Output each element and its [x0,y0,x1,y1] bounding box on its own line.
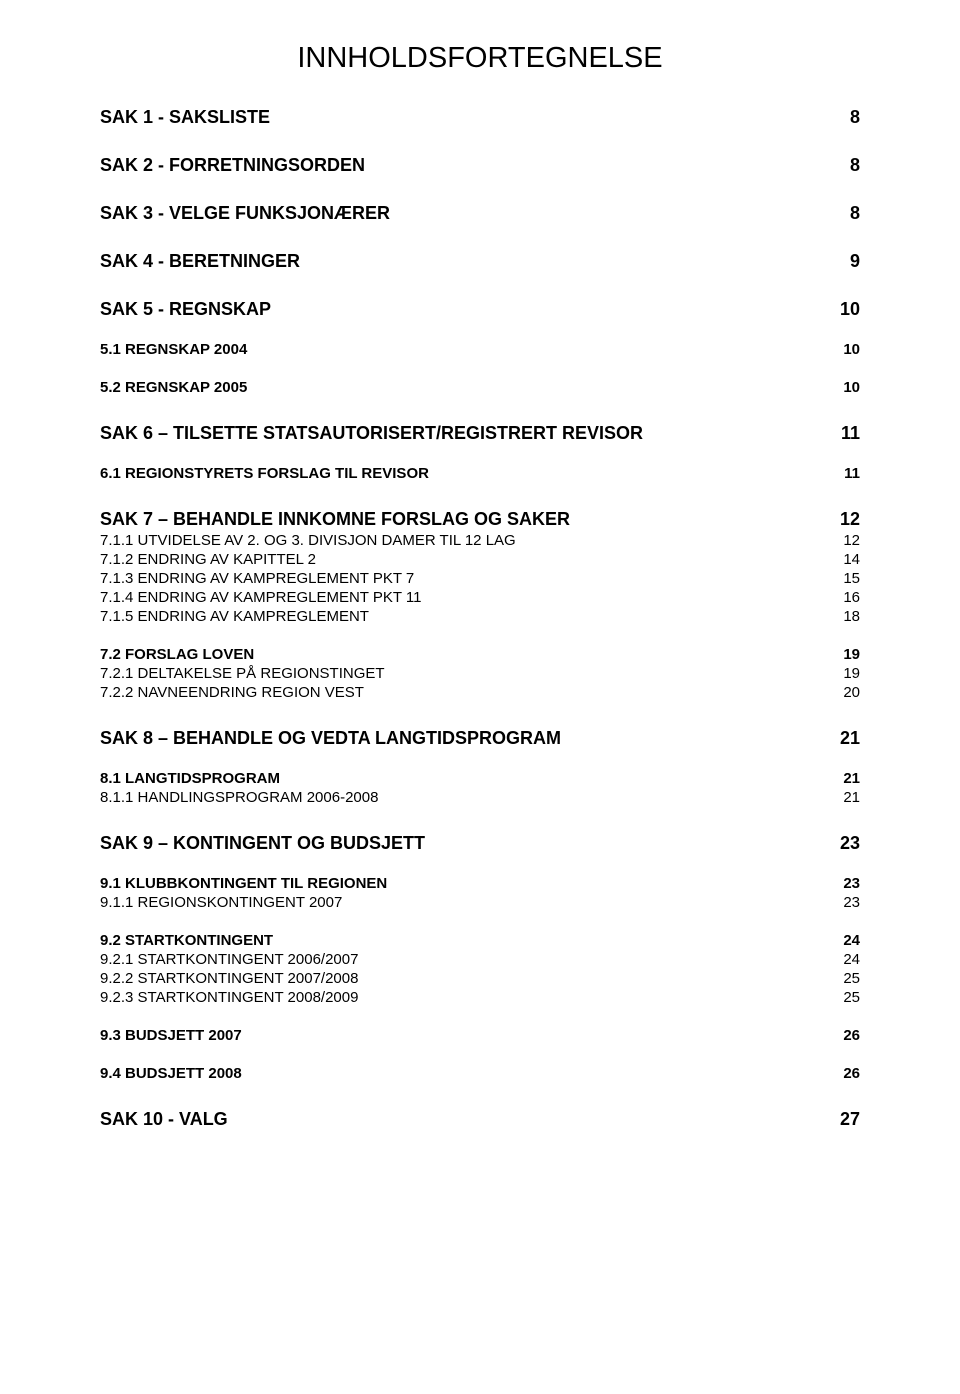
toc-label: 9.4 BUDSJETT 2008 [100,1065,830,1082]
toc-row: SAK 2 - FORRETNINGSORDEN8 [100,155,860,176]
toc-page: 23 [830,833,860,854]
toc-row: 9.1 KLUBBKONTINGENT TIL REGIONEN23 [100,875,860,892]
toc-label: 7.2.1 DELTAKELSE PÅ REGIONSTINGET [100,665,830,682]
toc-label: 9.2.2 STARTKONTINGENT 2007/2008 [100,970,830,987]
toc-row: 7.1.5 ENDRING AV KAMPREGLEMENT18 [100,608,860,625]
toc-label: 7.1.2 ENDRING AV KAPITTEL 2 [100,551,830,568]
toc-page: 25 [830,989,860,1006]
toc-row: SAK 7 – BEHANDLE INNKOMNE FORSLAG OG SAK… [100,509,860,530]
toc-page: 21 [830,770,860,787]
toc-page: 21 [830,789,860,806]
toc-label: SAK 8 – BEHANDLE OG VEDTA LANGTIDSPROGRA… [100,728,830,749]
toc-row: 7.2.1 DELTAKELSE PÅ REGIONSTINGET19 [100,665,860,682]
toc-page: 19 [830,665,860,682]
toc-row: SAK 3 - VELGE FUNKSJONÆRER8 [100,203,860,224]
toc-label: 9.2 STARTKONTINGENT [100,932,830,949]
toc-page: 12 [830,532,860,549]
toc-row: 9.1.1 REGIONSKONTINGENT 200723 [100,894,860,911]
toc-label: 8.1.1 HANDLINGSPROGRAM 2006-2008 [100,789,830,806]
toc-row: 8.1 LANGTIDSPROGRAM21 [100,770,860,787]
toc-page: 25 [830,970,860,987]
toc-label: 5.2 REGNSKAP 2005 [100,379,830,396]
toc-row: 7.2.2 NAVNEENDRING REGION VEST20 [100,684,860,701]
toc-label: SAK 2 - FORRETNINGSORDEN [100,155,830,176]
toc-label: SAK 1 - SAKSLISTE [100,107,830,128]
toc-label: 6.1 REGIONSTYRETS FORSLAG TIL REVISOR [100,465,830,482]
toc-label: 7.1.3 ENDRING AV KAMPREGLEMENT PKT 7 [100,570,830,587]
toc-label: 7.1.1 UTVIDELSE AV 2. OG 3. DIVISJON DAM… [100,532,830,549]
toc-page: 10 [830,379,860,396]
toc-row: 9.2 STARTKONTINGENT24 [100,932,860,949]
toc-label: SAK 9 – KONTINGENT OG BUDSJETT [100,833,830,854]
toc-page: 8 [830,107,860,128]
toc-row: SAK 4 - BERETNINGER9 [100,251,860,272]
toc-row: 7.1.3 ENDRING AV KAMPREGLEMENT PKT 715 [100,570,860,587]
toc-row: 7.1.2 ENDRING AV KAPITTEL 214 [100,551,860,568]
toc-row: 5.1 REGNSKAP 200410 [100,341,860,358]
toc-row: 8.1.1 HANDLINGSPROGRAM 2006-200821 [100,789,860,806]
toc-page: 24 [830,932,860,949]
toc-page: 23 [830,875,860,892]
toc-label: 9.1.1 REGIONSKONTINGENT 2007 [100,894,830,911]
toc-row: SAK 6 – TILSETTE STATSAUTORISERT/REGISTR… [100,423,860,444]
toc-row: SAK 1 - SAKSLISTE8 [100,107,860,128]
toc-page: 21 [830,728,860,749]
toc-row: 7.2 FORSLAG LOVEN19 [100,646,860,663]
toc-label: SAK 6 – TILSETTE STATSAUTORISERT/REGISTR… [100,423,830,444]
toc-container: SAK 1 - SAKSLISTE8SAK 2 - FORRETNINGSORD… [100,107,860,1130]
toc-row: 7.1.1 UTVIDELSE AV 2. OG 3. DIVISJON DAM… [100,532,860,549]
toc-row: SAK 8 – BEHANDLE OG VEDTA LANGTIDSPROGRA… [100,728,860,749]
toc-page: 18 [830,608,860,625]
toc-page: 26 [830,1027,860,1044]
toc-page: 16 [830,589,860,606]
toc-row: 7.1.4 ENDRING AV KAMPREGLEMENT PKT 1116 [100,589,860,606]
toc-label: 5.1 REGNSKAP 2004 [100,341,830,358]
toc-page: 26 [830,1065,860,1082]
toc-label: 8.1 LANGTIDSPROGRAM [100,770,830,787]
toc-page: 14 [830,551,860,568]
toc-label: SAK 5 - REGNSKAP [100,299,830,320]
toc-label: SAK 7 – BEHANDLE INNKOMNE FORSLAG OG SAK… [100,509,830,530]
toc-page: 27 [830,1109,860,1130]
toc-page: 8 [830,155,860,176]
toc-row: 9.4 BUDSJETT 200826 [100,1065,860,1082]
toc-page: 11 [830,423,860,444]
toc-label: 9.2.3 STARTKONTINGENT 2008/2009 [100,989,830,1006]
toc-label: 9.3 BUDSJETT 2007 [100,1027,830,1044]
toc-page: 20 [830,684,860,701]
toc-page: 24 [830,951,860,968]
toc-title: INNHOLDSFORTEGNELSE [100,42,860,75]
toc-label: 9.2.1 STARTKONTINGENT 2006/2007 [100,951,830,968]
toc-page: 9 [830,251,860,272]
toc-label: SAK 3 - VELGE FUNKSJONÆRER [100,203,830,224]
toc-row: 9.2.3 STARTKONTINGENT 2008/200925 [100,989,860,1006]
toc-page: 15 [830,570,860,587]
toc-row: SAK 5 - REGNSKAP10 [100,299,860,320]
toc-row: 9.2.2 STARTKONTINGENT 2007/200825 [100,970,860,987]
toc-page: 11 [830,465,860,482]
toc-label: SAK 4 - BERETNINGER [100,251,830,272]
toc-label: 9.1 KLUBBKONTINGENT TIL REGIONEN [100,875,830,892]
toc-page: 8 [830,203,860,224]
toc-label: 7.1.5 ENDRING AV KAMPREGLEMENT [100,608,830,625]
toc-label: 7.2.2 NAVNEENDRING REGION VEST [100,684,830,701]
toc-row: SAK 9 – KONTINGENT OG BUDSJETT23 [100,833,860,854]
toc-label: 7.2 FORSLAG LOVEN [100,646,830,663]
toc-row: 9.3 BUDSJETT 200726 [100,1027,860,1044]
toc-page: 10 [830,341,860,358]
toc-label: 7.1.4 ENDRING AV KAMPREGLEMENT PKT 11 [100,589,830,606]
toc-page: 19 [830,646,860,663]
toc-row: 9.2.1 STARTKONTINGENT 2006/200724 [100,951,860,968]
toc-page: 10 [830,299,860,320]
toc-page: 12 [830,509,860,530]
toc-row: 5.2 REGNSKAP 200510 [100,379,860,396]
toc-row: 6.1 REGIONSTYRETS FORSLAG TIL REVISOR11 [100,465,860,482]
toc-page: 23 [830,894,860,911]
toc-row: SAK 10 - VALG27 [100,1109,860,1130]
toc-label: SAK 10 - VALG [100,1109,830,1130]
